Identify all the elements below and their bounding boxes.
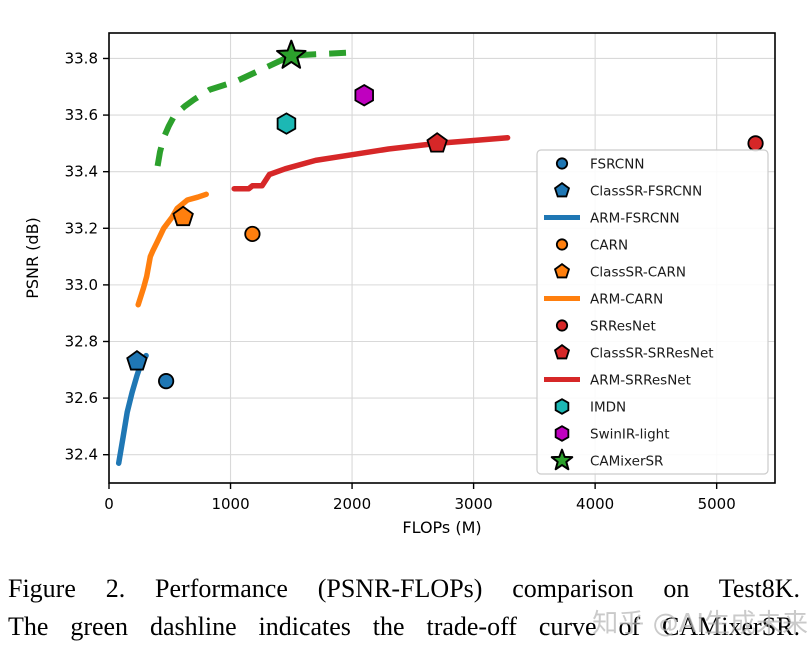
plot-frame: [108, 32, 776, 484]
svg-text:ClassSR-CARN: ClassSR-CARN: [590, 265, 686, 281]
svg-text:32.4: 32.4: [65, 446, 98, 464]
y-axis-label: PSNR (dB): [23, 217, 42, 299]
legend-entry-swinir-light: SwinIR-light: [554, 425, 670, 443]
svg-text:FSRCNN: FSRCNN: [590, 157, 644, 173]
svg-text:5000: 5000: [698, 495, 736, 513]
svg-text:SwinIR-light: SwinIR-light: [590, 427, 670, 443]
svg-text:ARM-CARN: ARM-CARN: [590, 292, 663, 308]
svg-text:33.4: 33.4: [65, 163, 98, 181]
svg-text:ARM-FSRCNN: ARM-FSRCNN: [590, 211, 680, 227]
x-axis-label: FLOPs (M): [402, 518, 481, 537]
series-points-srresnet: [747, 135, 764, 152]
series-layer: [115, 39, 764, 466]
svg-text:ARM-SRResNet: ARM-SRResNet: [590, 373, 691, 389]
series-points-classsr-fsrcnn: [126, 349, 148, 371]
svg-text:2000: 2000: [333, 495, 371, 513]
svg-text:0: 0: [104, 495, 114, 513]
svg-text:32.6: 32.6: [65, 389, 98, 407]
legend-entry-classsr-carn: ClassSR-CARN: [553, 263, 686, 281]
legend-entry-arm-srresnet: ARM-SRResNet: [544, 373, 691, 389]
legend-entry-arm-carn: ARM-CARN: [544, 292, 663, 308]
caption-line-1: Figure 2. Performance (PSNR-FLOPs) compa…: [8, 574, 800, 603]
legend-entry-carn: CARN: [555, 238, 628, 254]
series-points-fsrcnn: [158, 373, 175, 390]
svg-text:CARN: CARN: [590, 238, 628, 254]
svg-text:IMDN: IMDN: [590, 400, 626, 416]
series-points-camixersr: [276, 39, 307, 69]
series-line-camixersr-trade-off-curve: [154, 49, 347, 167]
legend: FSRCNN ClassSR-FSRCNN ARM-FSRCNN CARN ClassS…: [536, 149, 769, 475]
series-points-carn: [244, 225, 261, 243]
legend-entry-classsr-srresnet: ClassSR-SRResNet: [553, 344, 714, 362]
figure-caption: Figure 2. Performance (PSNR-FLOPs) compa…: [0, 570, 808, 646]
series-points-imdn: [276, 112, 297, 135]
svg-text:33.8: 33.8: [65, 49, 98, 67]
series-points-swinir-light: [354, 84, 374, 107]
legend-entry-classsr-fsrcnn: ClassSR-FSRCNN: [553, 182, 702, 200]
axis-tick-labels: 0 1000 2000 3000 4000 5000 32.4 32.6 32.8 33.0 33.…: [65, 49, 736, 513]
series-points-classsr-srresnet: [426, 132, 448, 153]
caption-line-2: The green dashline indicates the trade-o…: [8, 612, 800, 641]
legend-entry-srresnet: SRResNet: [555, 319, 656, 335]
legend-entry-arm-fsrcnn: ARM-FSRCNN: [544, 211, 680, 227]
svg-text:33.6: 33.6: [65, 106, 98, 124]
legend-entry-fsrcnn: FSRCNN: [555, 157, 644, 173]
chart-canvas: 0 1000 2000 3000 4000 5000 32.4 32.6 32.8 33.0 33.…: [23, 32, 776, 537]
legend-entry-camixersr: CAMixerSR: [550, 448, 663, 471]
svg-text:33.2: 33.2: [65, 219, 98, 237]
svg-text:3000: 3000: [455, 495, 493, 513]
svg-text:33.0: 33.0: [65, 276, 98, 294]
svg-text:32.8: 32.8: [65, 332, 98, 350]
svg-text:ClassSR-FSRCNN: ClassSR-FSRCNN: [590, 184, 702, 200]
svg-text:1000: 1000: [211, 495, 249, 513]
svg-text:SRResNet: SRResNet: [590, 319, 656, 335]
svg-text:4000: 4000: [576, 495, 614, 513]
legend-entry-imdn: IMDN: [554, 398, 626, 416]
psnr-flops-chart: 0 1000 2000 3000 4000 5000 32.4 32.6 32.8 33.0 33.…: [23, 32, 776, 537]
series-line-arm-carn: [135, 191, 209, 308]
series-points-classsr-carn: [172, 205, 194, 227]
svg-text:ClassSR-SRResNet: ClassSR-SRResNet: [590, 346, 714, 362]
svg-text:CAMixerSR: CAMixerSR: [590, 454, 663, 470]
axis-ticks: [103, 57, 718, 489]
